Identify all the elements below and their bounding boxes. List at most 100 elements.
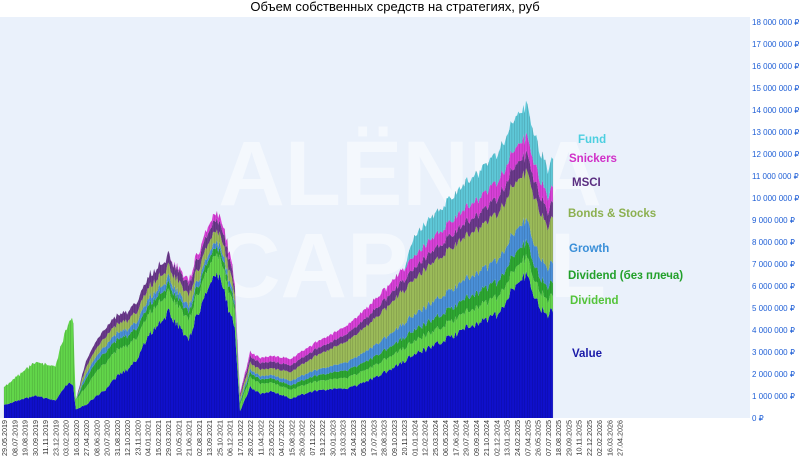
x-tick-label: 06.12.2021 — [226, 420, 235, 456]
x-tick-label: 29.09.2025 — [564, 420, 573, 456]
x-tick-label: 09.10.2023 — [390, 420, 399, 456]
y-tick-label: 1 000 000 ₽ — [752, 392, 795, 401]
series-labels: Value Dividend Dividend (без плеча) Growth B… — [568, 134, 683, 360]
series-area-growth — [4, 217, 553, 403]
x-tick-label: 26.09.2022 — [298, 420, 307, 456]
x-tick-label: 23.05.2022 — [267, 420, 276, 456]
series-label: Snickers — [569, 153, 617, 165]
x-tick-label: 12.10.2020 — [123, 420, 132, 456]
y-axis: 0 ₽ 1 000 000 ₽ 2 000 000 ₽ 3 000 000 ₽ 4 00… — [752, 18, 799, 423]
x-tick-label: 04.01.2021 — [144, 420, 153, 456]
series-label: Growth — [569, 243, 609, 255]
y-tick-label: 10 000 000 ₽ — [752, 194, 799, 203]
bar-texture — [3, 103, 554, 418]
x-tick-label: 08.07.2019 — [10, 420, 19, 456]
x-tick-label: 10.05.2021 — [174, 420, 183, 456]
x-tick-label: 22.12.2025 — [585, 420, 594, 456]
x-tick-label: 25.03.2024 — [431, 420, 440, 456]
x-tick-label: 11.11.2019 — [41, 420, 50, 455]
y-tick-label: 15 000 000 ₽ — [752, 84, 799, 93]
x-tick-label: 19.12.2022 — [318, 420, 327, 456]
x-tick-label: 27.04.2020 — [82, 420, 91, 456]
x-tick-label: 17.01.2022 — [236, 420, 245, 456]
x-tick-label: 01.01.2024 — [410, 420, 419, 456]
x-tick-label: 28.08.2023 — [380, 420, 389, 456]
x-tick-label: 26.05.2025 — [534, 420, 543, 456]
y-tick-label: 5 000 000 ₽ — [752, 304, 795, 313]
x-tick-label: 02.12.2024 — [492, 420, 501, 456]
x-tick-label: 29.03.2021 — [164, 420, 173, 456]
x-tick-label: 24.04.2023 — [349, 420, 358, 456]
series-area-dividend-без-плеча- — [4, 238, 553, 405]
y-tick-label: 0 ₽ — [752, 414, 764, 423]
x-tick-label: 12.02.2024 — [421, 420, 430, 456]
y-tick-label: 2 000 000 ₽ — [752, 370, 795, 379]
series-label: Dividend — [570, 295, 619, 307]
x-tick-label: 23.12.2019 — [51, 420, 60, 456]
x-tick-label: 15.08.2022 — [287, 420, 296, 456]
y-tick-label: 12 000 000 ₽ — [752, 150, 799, 159]
x-tick-label: 10.11.2025 — [575, 420, 584, 455]
series-area-value — [4, 271, 553, 418]
x-tick-label: 07.04.2025 — [523, 420, 532, 456]
y-tick-label: 17 000 000 ₽ — [752, 40, 799, 49]
chart-title: Объем собственных средств на стратегиях,… — [250, 0, 539, 14]
y-tick-label: 11 000 000 ₽ — [752, 172, 799, 181]
x-tick-label: 24.02.2025 — [513, 420, 522, 456]
x-tick-label: 06.05.2024 — [441, 420, 450, 456]
x-tick-label: 28.02.2022 — [246, 420, 255, 456]
x-tick-label: 15.02.2021 — [154, 420, 163, 456]
x-tick-label: 09.09.2024 — [472, 420, 481, 456]
x-tick-label: 13.03.2023 — [339, 420, 348, 456]
x-tick-label: 11.04.2022 — [257, 420, 266, 455]
y-tick-label: 14 000 000 ₽ — [752, 106, 799, 115]
x-tick-label: 16.03.2020 — [72, 420, 81, 456]
x-tick-label: 13.01.2025 — [503, 420, 512, 456]
x-tick-label: 29.07.2024 — [462, 420, 471, 456]
x-tick-label: 08.06.2020 — [92, 420, 101, 456]
y-tick-label: 13 000 000 ₽ — [752, 128, 799, 137]
series-area-dividend — [4, 252, 553, 412]
x-tick-label: 04.07.2022 — [277, 420, 286, 456]
x-tick-label: 02.08.2021 — [195, 420, 204, 456]
y-tick-label: 3 000 000 ₽ — [752, 348, 795, 357]
x-tick-label: 05.06.2023 — [359, 420, 368, 456]
y-tick-label: 6 000 000 ₽ — [752, 282, 795, 291]
x-tick-label: 13.09.2021 — [205, 420, 214, 456]
x-tick-label: 29.05.2019 — [0, 420, 9, 456]
series-label: Value — [572, 348, 602, 360]
x-tick-label: 02.02.2026 — [595, 420, 604, 456]
x-tick-label: 30.09.2019 — [31, 420, 40, 456]
series-label: Dividend (без плеча) — [568, 270, 683, 282]
x-tick-label: 07.07.2025 — [544, 420, 553, 456]
y-tick-label: 16 000 000 ₽ — [752, 62, 799, 71]
x-tick-label: 07.11.2022 — [308, 420, 317, 455]
x-tick-label: 27.04.2026 — [616, 420, 625, 456]
y-tick-label: 7 000 000 ₽ — [752, 260, 795, 269]
x-tick-label: 20.07.2020 — [103, 420, 112, 456]
x-axis: 29.05.2019 08.07.2019 19.08.2019 30.09.2019… — [0, 420, 625, 456]
x-tick-label: 25.10.2021 — [215, 420, 224, 456]
x-tick-label: 19.08.2019 — [21, 420, 30, 456]
x-tick-label: 30.01.2023 — [328, 420, 337, 456]
x-tick-label: 18.08.2025 — [554, 420, 563, 456]
series-label: Fund — [578, 134, 606, 146]
x-tick-label: 21.10.2024 — [482, 420, 491, 456]
x-tick-label: 17.06.2024 — [451, 420, 460, 456]
x-tick-label: 23.11.2020 — [133, 420, 142, 455]
x-tick-label: 20.11.2023 — [400, 420, 409, 455]
y-tick-label: 4 000 000 ₽ — [752, 326, 795, 335]
x-tick-label: 31.08.2020 — [113, 420, 122, 456]
series-label: MSCI — [572, 177, 601, 189]
series-label: Bonds & Stocks — [568, 208, 656, 220]
y-tick-label: 9 000 000 ₽ — [752, 216, 795, 225]
x-tick-label: 21.06.2021 — [185, 420, 194, 456]
series-area-bonds-stocks — [4, 168, 553, 401]
y-tick-label: 8 000 000 ₽ — [752, 238, 795, 247]
series-layer — [4, 100, 553, 418]
x-tick-label: 17.07.2023 — [369, 420, 378, 456]
y-tick-label: 18 000 000 ₽ — [752, 18, 799, 27]
x-tick-label: 03.02.2020 — [62, 420, 71, 456]
x-tick-label: 16.03.2026 — [605, 420, 614, 456]
